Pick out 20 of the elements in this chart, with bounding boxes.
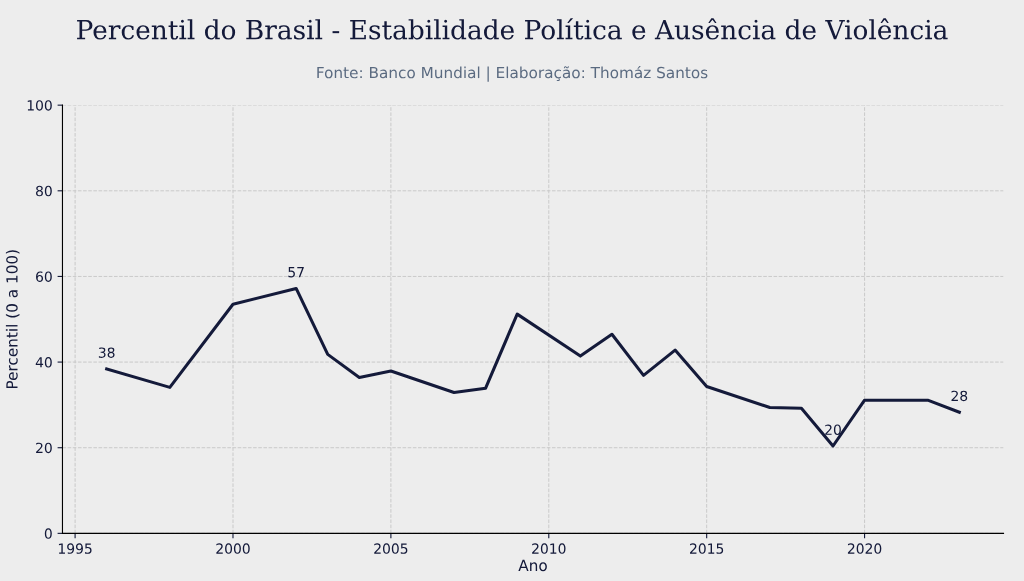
x-axis-title: Ano	[518, 559, 547, 572]
x-tick-label: 2020	[847, 543, 882, 554]
x-tick-label: 2015	[690, 543, 724, 554]
y-tick-label: 80	[36, 185, 52, 197]
chart-title: Percentil do Brasil - Estabilidade Política e Ausência de Violência	[77, 18, 948, 40]
y-tick-label: 0	[44, 528, 52, 539]
data-label: 57	[288, 267, 304, 278]
y-axis-title: Percentil (0 a 100)	[5, 250, 20, 389]
y-tick-label: 20	[36, 442, 52, 454]
data-label: 20	[825, 424, 841, 435]
x-tick-label: 1995	[58, 543, 92, 554]
x-tick-label: 2005	[374, 543, 408, 554]
x-tick-label: 2000	[216, 543, 250, 554]
y-tick-label: 100	[27, 100, 52, 111]
y-tick-label: 40	[35, 357, 52, 368]
x-tick-label: 2010	[532, 543, 566, 554]
data-label: 28	[951, 390, 968, 402]
y-tick-label: 60	[36, 271, 52, 282]
data-label: 38	[98, 347, 115, 358]
chart-subtitle: Fonte: Banco Mundial | Elaboração: Thomáz Santos	[317, 65, 708, 82]
